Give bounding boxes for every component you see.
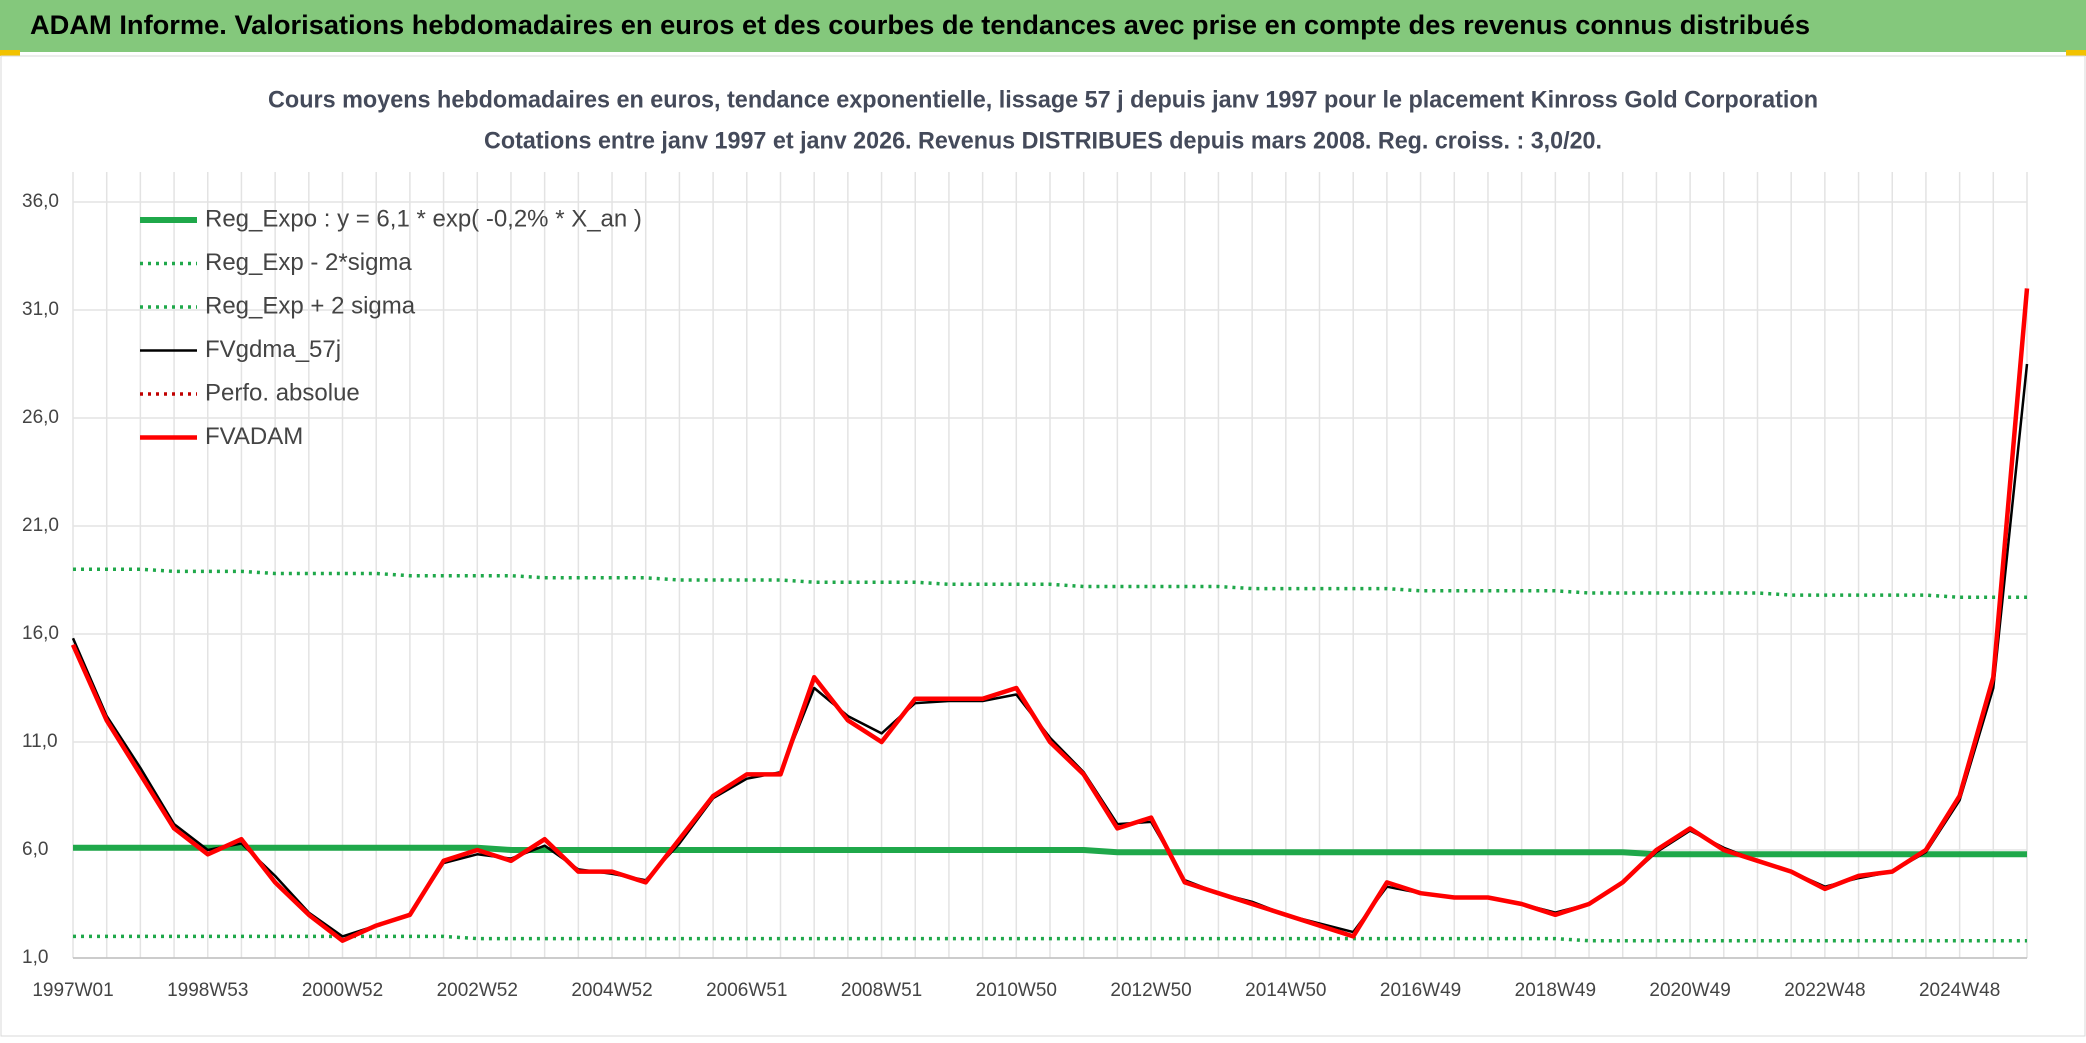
x-tick-label: 2000W52 — [302, 980, 383, 1001]
corner — [0, 50, 20, 56]
x-tick-label: 2022W48 — [1784, 980, 1865, 1001]
legend-label: Perfo. absolue — [205, 379, 360, 406]
x-tick-label: 2002W52 — [437, 980, 518, 1001]
y-tick-label: 11,0 — [22, 731, 58, 752]
series-line — [70, 288, 2030, 943]
x-tick-label: 2024W48 — [1919, 980, 2000, 1001]
y-tick-label: 26,0 — [22, 407, 59, 428]
chart-subtitle: Cotations entre janv 1997 et janv 2026. … — [484, 127, 1602, 154]
chart-title: Cours moyens hebdomadaires en euros, ten… — [268, 86, 1818, 113]
y-tick-label: 1,0 — [22, 947, 48, 968]
x-tick-label: 2014W50 — [1245, 980, 1326, 1001]
legend-label: FVgdma_57j — [205, 336, 341, 363]
y-tick-label: 36,0 — [22, 191, 59, 212]
x-tick-label: 2020W49 — [1649, 980, 1730, 1001]
series-line — [73, 567, 2027, 600]
x-tick-label: 2018W49 — [1515, 980, 1596, 1001]
corner — [2066, 50, 2086, 56]
x-tick-label: 2010W50 — [976, 980, 1057, 1001]
series-line — [73, 934, 2027, 943]
x-tick-label: 1997W01 — [32, 980, 113, 1001]
legend-label: Reg_Exp - 2*sigma — [205, 249, 412, 276]
x-tick-label: 2016W49 — [1380, 980, 1461, 1001]
x-tick-label: 2012W50 — [1110, 980, 1191, 1001]
x-tick-label: 2006W51 — [706, 980, 787, 1001]
legend-label: FVADAM — [205, 423, 303, 450]
header-bar — [0, 0, 2086, 52]
x-tick-label: 1998W53 — [167, 980, 248, 1001]
y-tick-label: 6,0 — [22, 839, 48, 860]
legend-label: Reg_Expo : y = 6,1 * exp( -0,2% * X_an ) — [205, 205, 642, 232]
x-tick-label: 2004W52 — [571, 980, 652, 1001]
y-tick-label: 31,0 — [22, 299, 59, 320]
x-tick-label: 2008W51 — [841, 980, 922, 1001]
y-tick-label: 16,0 — [22, 623, 59, 644]
frame — [0, 55, 2086, 1037]
series-line — [73, 844, 2027, 858]
y-tick-label: 21,0 — [22, 515, 59, 536]
legend-label: Reg_Exp + 2 sigma — [205, 292, 416, 319]
header-title: ADAM Informe. Valorisations hebdomadaire… — [30, 10, 1810, 40]
